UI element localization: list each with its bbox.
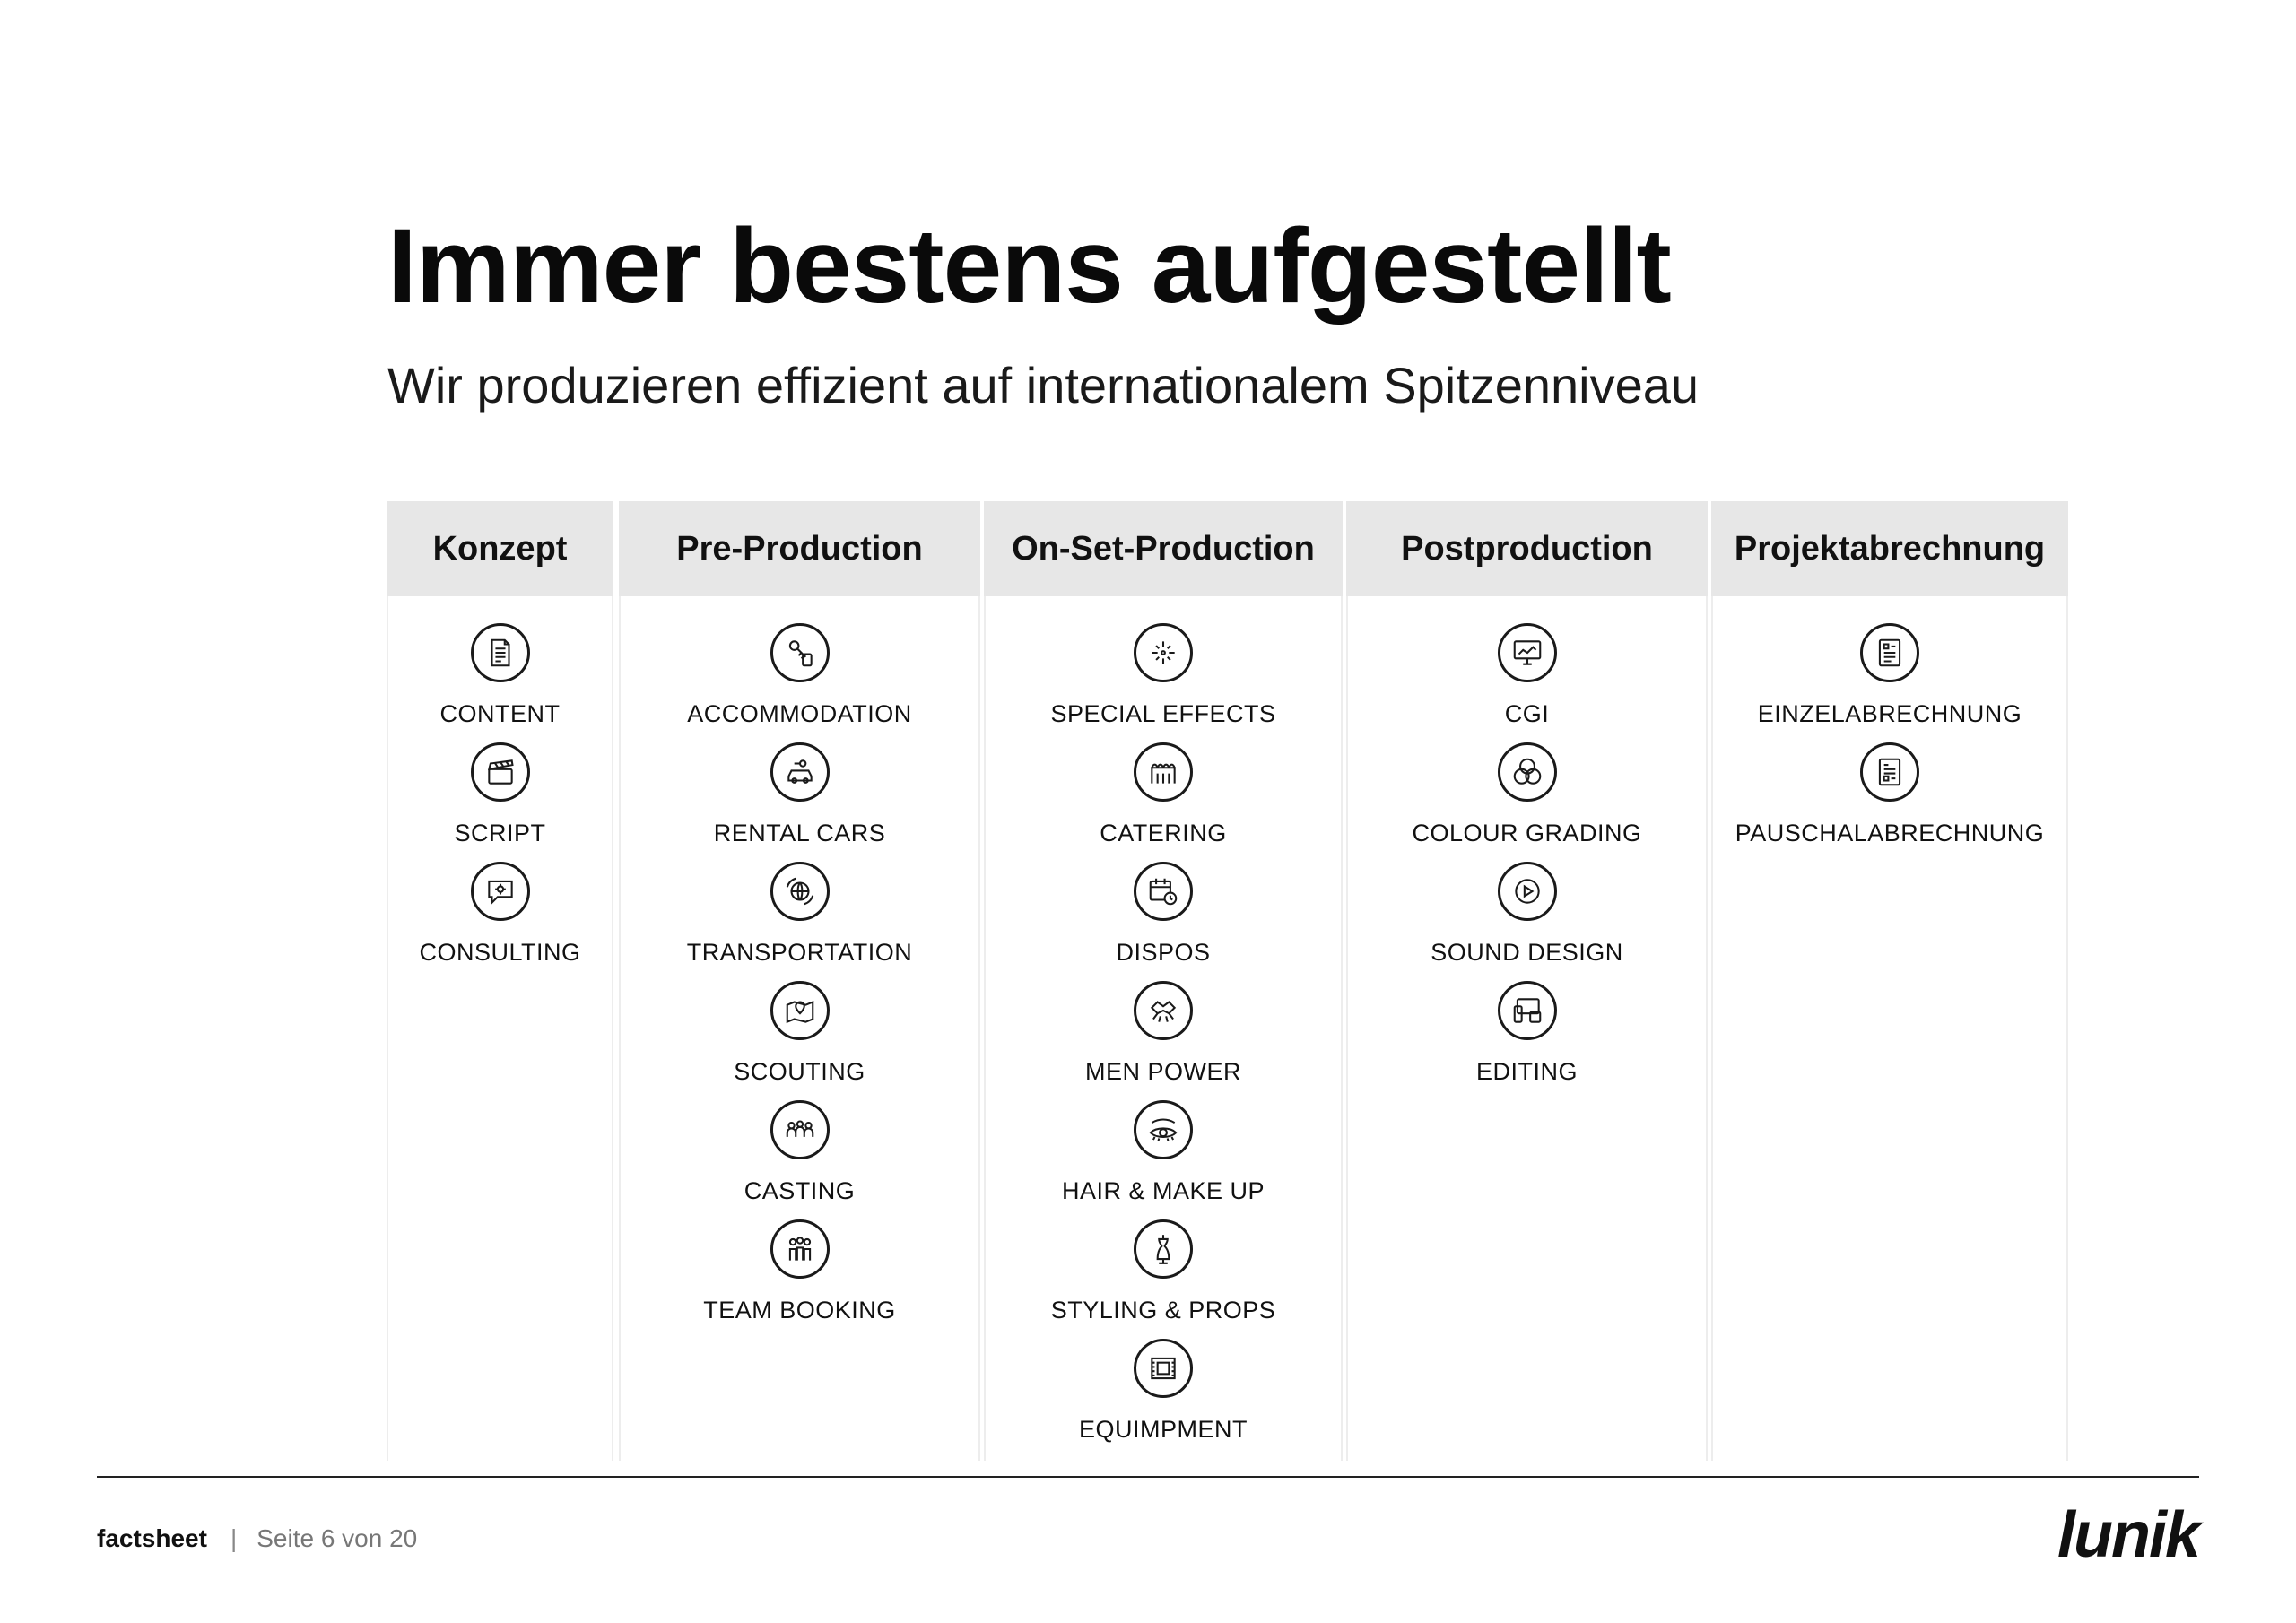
page-title: Immer bestens aufgestellt	[387, 207, 1672, 325]
list-item: CASTING	[621, 1100, 978, 1208]
document-icon	[470, 623, 530, 682]
list-item: SCOUTING	[621, 981, 978, 1089]
item-label: SCOUTING	[734, 1058, 865, 1085]
column-body: EINZELABRECHNUNG PAUSCHALABRECHNUNG	[1711, 596, 2068, 1461]
list-item: EQUIMPMENT	[986, 1339, 1341, 1446]
list-item: SCRIPT	[388, 742, 612, 850]
item-label: MEN POWER	[1084, 1058, 1241, 1085]
map-pin-icon	[770, 981, 830, 1040]
item-label: CONTENT	[439, 700, 561, 727]
column-projektabrechnung: Projektabrechnung EINZELABRECHNUNG PAUSC…	[1711, 501, 2068, 1461]
column-pre-production: Pre-Production ACCOMMODATION RENTAL CARS…	[619, 501, 980, 1461]
clapperboard-icon	[470, 742, 530, 802]
item-label: ACCOMMODATION	[687, 700, 912, 727]
service-columns: Konzept CONTENT SCRIPT CONSULTING	[387, 501, 2068, 1461]
item-label: EINZELABRECHNUNG	[1757, 700, 2022, 727]
calendar-clock-icon	[1134, 862, 1193, 921]
list-item: SPECIAL EFFECTS	[986, 623, 1341, 731]
page-subtitle: Wir produzieren effizient auf internatio…	[387, 357, 1700, 413]
food-stand-icon	[1134, 742, 1193, 802]
play-icon	[1497, 862, 1557, 921]
footer-brand: factsheet	[97, 1524, 207, 1552]
invoice-icon	[1860, 742, 1919, 802]
item-label: SOUND DESIGN	[1431, 939, 1623, 966]
list-item: SOUND DESIGN	[1348, 862, 1706, 969]
list-item: CONTENT	[388, 623, 612, 731]
footer-separator: |	[230, 1524, 238, 1552]
column-header: Postproduction	[1346, 501, 1708, 596]
item-label: CONSULTING	[419, 939, 581, 966]
list-item: TRANSPORTATION	[621, 862, 978, 969]
list-item: CATERING	[986, 742, 1341, 850]
invoice-list-icon	[1860, 623, 1919, 682]
item-label: CASTING	[744, 1177, 856, 1204]
item-label: PAUSCHALABRECHNUNG	[1735, 820, 2045, 846]
list-item: DISPOS	[986, 862, 1341, 969]
color-circles-icon	[1497, 742, 1557, 802]
column-header: On-Set-Production	[984, 501, 1343, 596]
list-item: ACCOMMODATION	[621, 623, 978, 731]
column-header: Pre-Production	[619, 501, 980, 596]
list-item: COLOUR GRADING	[1348, 742, 1706, 850]
item-label: CGI	[1504, 700, 1550, 727]
item-label: COLOUR GRADING	[1412, 820, 1642, 846]
column-postproduction: Postproduction CGI COLOUR GRADING SOUND …	[1346, 501, 1708, 1461]
list-item: EDITING	[1348, 981, 1706, 1089]
list-item: CGI	[1348, 623, 1706, 731]
car-key-icon	[770, 742, 830, 802]
key-tag-icon	[770, 623, 830, 682]
column-body: CONTENT SCRIPT CONSULTING	[387, 596, 613, 1461]
team-icon	[770, 1219, 830, 1279]
item-label: EQUIMPMENT	[1078, 1416, 1248, 1443]
item-label: CATERING	[1100, 820, 1227, 846]
list-item: RENTAL CARS	[621, 742, 978, 850]
sparkles-icon	[1134, 623, 1193, 682]
column-header: Konzept	[387, 501, 613, 596]
column-body: CGI COLOUR GRADING SOUND DESIGN EDITING	[1346, 596, 1708, 1461]
globe-arrows-icon	[770, 862, 830, 921]
list-item: STYLING & PROPS	[986, 1219, 1341, 1327]
footer: factsheet | Seite 6 von 20	[97, 1526, 417, 1551]
eye-lashes-icon	[1134, 1100, 1193, 1159]
item-label: SPECIAL EFFECTS	[1050, 700, 1276, 727]
people-group-icon	[770, 1100, 830, 1159]
column-body: ACCOMMODATION RENTAL CARS TRANSPORTATION…	[619, 596, 980, 1461]
item-label: RENTAL CARS	[713, 820, 886, 846]
list-item: EINZELABRECHNUNG	[1713, 623, 2066, 731]
item-label: DISPOS	[1116, 939, 1211, 966]
footer-divider	[97, 1476, 2199, 1478]
column-body: SPECIAL EFFECTS CATERING DISPOS MEN POWE…	[984, 596, 1343, 1461]
list-item: HAIR & MAKE UP	[986, 1100, 1341, 1208]
list-item: PAUSCHALABRECHNUNG	[1713, 742, 2066, 850]
column-konzept: Konzept CONTENT SCRIPT CONSULTING	[387, 501, 613, 1461]
brand-logo: lunik	[2057, 1499, 2201, 1571]
column-on-set-production: On-Set-Production SPECIAL EFFECTS CATERI…	[984, 501, 1343, 1461]
devices-icon	[1497, 981, 1557, 1040]
monitor-chart-icon	[1497, 623, 1557, 682]
item-label: STYLING & PROPS	[1050, 1297, 1276, 1324]
item-label: TEAM BOOKING	[703, 1297, 896, 1324]
speech-bubble-gear-icon	[470, 862, 530, 921]
item-label: EDITING	[1475, 1058, 1578, 1085]
dress-form-icon	[1134, 1219, 1193, 1279]
page-number: Seite 6 von 20	[257, 1524, 418, 1552]
list-item: TEAM BOOKING	[621, 1219, 978, 1327]
item-label: TRANSPORTATION	[686, 939, 913, 966]
column-header: Projektabrechnung	[1711, 501, 2068, 596]
item-label: HAIR & MAKE UP	[1061, 1177, 1265, 1204]
list-item: MEN POWER	[986, 981, 1341, 1089]
film-frame-icon	[1134, 1339, 1193, 1398]
hands-icon	[1134, 981, 1193, 1040]
item-label: SCRIPT	[454, 820, 546, 846]
list-item: CONSULTING	[388, 862, 612, 969]
